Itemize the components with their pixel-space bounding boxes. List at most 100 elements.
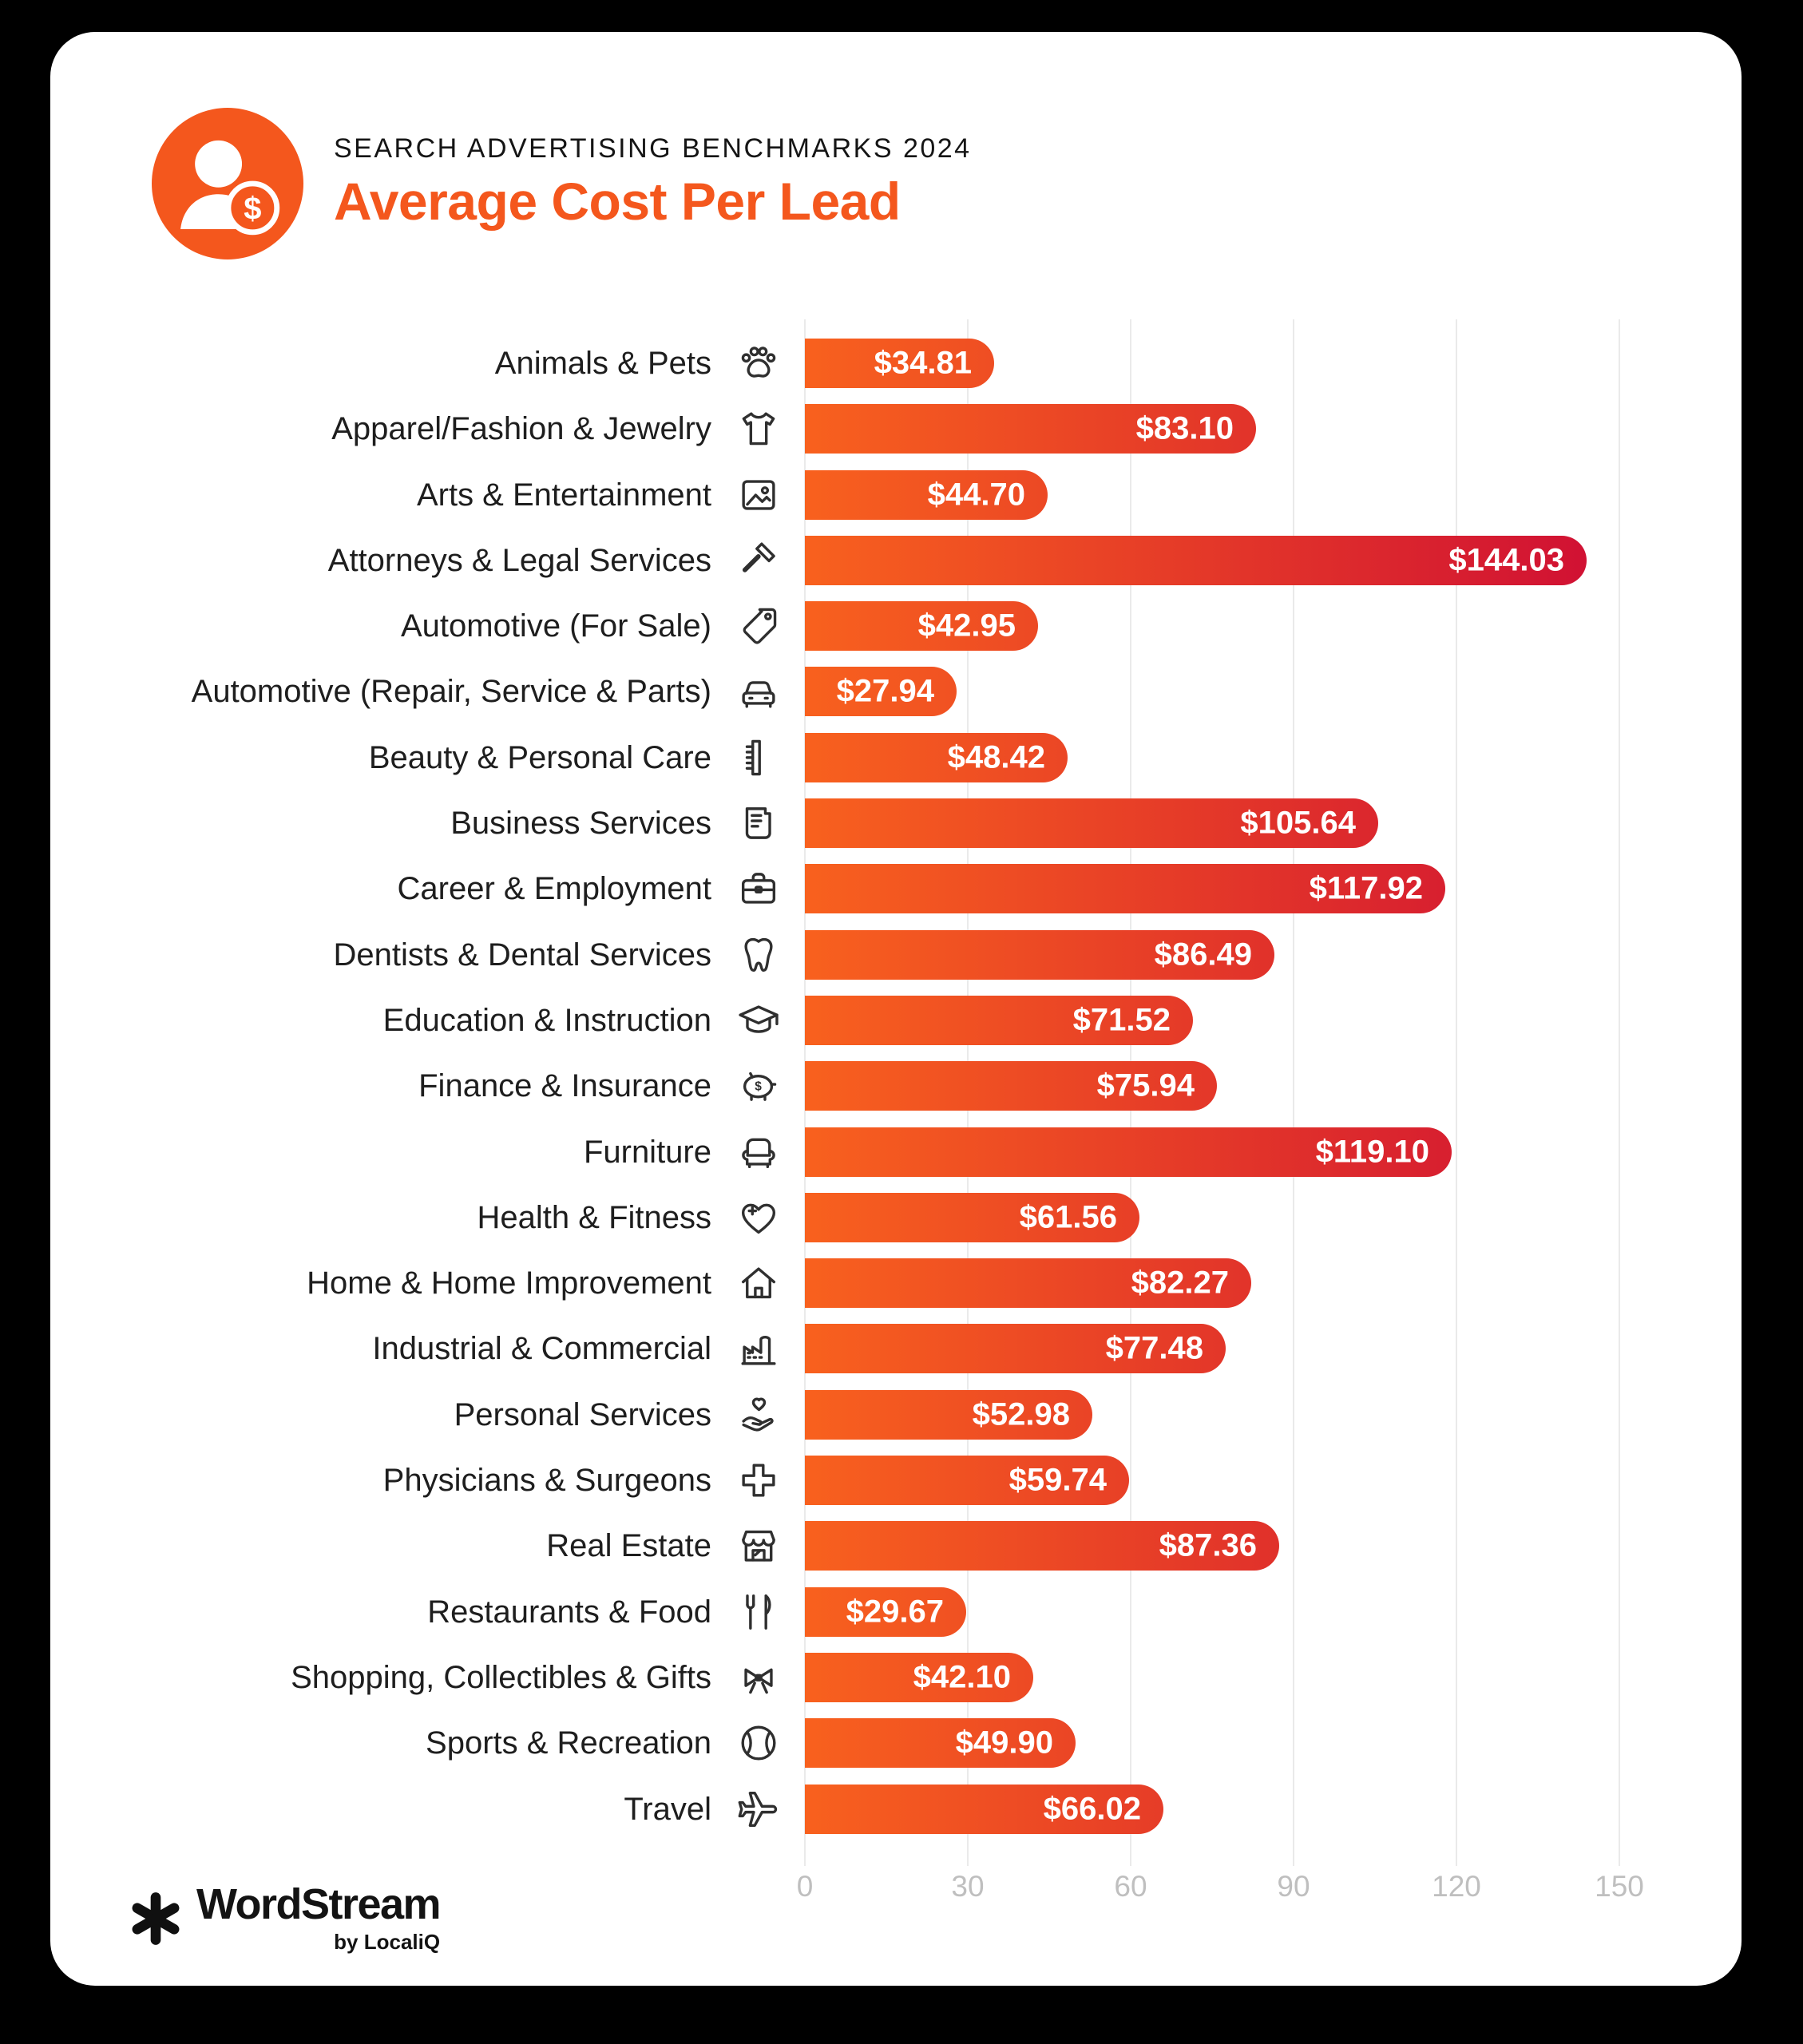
chart-row: Apparel/Fashion & Jewelry $83.10: [50, 404, 1742, 454]
bar-track: $117.92: [805, 864, 1742, 914]
bar: $144.03: [805, 535, 1587, 585]
category-label: Physicians & Surgeons: [382, 1463, 711, 1499]
category-label: Apparel/Fashion & Jewelry: [331, 411, 711, 447]
value-label: $105.64: [1240, 805, 1356, 841]
paw-icon: [711, 340, 805, 386]
brand-name: WordStream: [196, 1880, 442, 1928]
bar: $42.95: [805, 601, 1038, 652]
bar: $87.36: [805, 1521, 1279, 1571]
chart-row: Furniture $119.10: [50, 1127, 1742, 1177]
category-label: Health & Fitness: [477, 1199, 711, 1235]
chart-row: Animals & Pets $34.81: [50, 339, 1742, 388]
page-title: Average Cost Per Lead: [334, 172, 901, 231]
bar-track: $27.94: [805, 667, 1742, 717]
value-label: $27.94: [836, 673, 934, 709]
x-tick-label: 150: [1595, 1870, 1644, 1903]
category-label: Finance & Insurance: [418, 1068, 711, 1104]
category-label: Shopping, Collectibles & Gifts: [291, 1659, 711, 1695]
fork-knife-icon: [711, 1589, 805, 1635]
category-label: Industrial & Commercial: [372, 1331, 711, 1367]
value-label: $49.90: [955, 1725, 1053, 1761]
value-label: $52.98: [972, 1396, 1070, 1432]
chart-row: Arts & Entertainment $44.70: [50, 469, 1742, 520]
bar-track: $83.10: [805, 404, 1742, 454]
airplane-icon: [711, 1786, 805, 1832]
bar-track: $75.94: [805, 1061, 1742, 1111]
hand-heart-icon: [711, 1392, 805, 1438]
x-tick-label: 30: [951, 1870, 985, 1903]
x-tick-label: 90: [1277, 1870, 1310, 1903]
bar-track: $105.64: [805, 798, 1742, 849]
bar-track: $86.49: [805, 929, 1742, 980]
category-label: Career & Employment: [397, 871, 711, 907]
briefcase-icon: [711, 866, 805, 912]
value-label: $71.52: [1072, 1002, 1171, 1038]
picture-icon: [711, 472, 805, 518]
category-label: Attorneys & Legal Services: [327, 542, 711, 578]
bar: $66.02: [805, 1784, 1163, 1834]
chart-row: Beauty & Personal Care $48.42: [50, 732, 1742, 782]
asterisk-scribble-icon: [126, 1889, 185, 1948]
comb-icon: [711, 735, 805, 781]
gavel-icon: [711, 537, 805, 584]
bar: $48.42: [805, 732, 1068, 782]
bar: $52.98: [805, 1389, 1092, 1440]
bar: $82.27: [805, 1258, 1251, 1309]
bar-track: $61.56: [805, 1192, 1742, 1242]
chart-row: Automotive (Repair, Service & Parts) $27…: [50, 667, 1742, 717]
factory-icon: [711, 1325, 805, 1372]
bar-track: $71.52: [805, 995, 1742, 1045]
bar: $61.56: [805, 1192, 1139, 1242]
category-label: Dentists & Dental Services: [333, 937, 711, 972]
value-label: $42.10: [913, 1659, 1011, 1695]
bar: $71.52: [805, 995, 1193, 1045]
bar-track: $119.10: [805, 1127, 1742, 1177]
bar-track: $52.98: [805, 1389, 1742, 1440]
value-label: $82.27: [1131, 1265, 1229, 1301]
brand-byline: by LocaliQ: [334, 1930, 441, 1954]
chart-row: Education & Instruction $71.52: [50, 995, 1742, 1045]
price-tag-icon: [711, 603, 805, 649]
chart-row: Industrial & Commercial $77.48: [50, 1324, 1742, 1374]
chart-row: Home & Home Improvement $82.27: [50, 1258, 1742, 1309]
value-label: $42.95: [917, 608, 1016, 644]
storefront-icon: [711, 1523, 805, 1569]
category-label: Real Estate: [546, 1528, 711, 1564]
value-label: $61.56: [1019, 1199, 1117, 1235]
house-icon: [711, 1260, 805, 1306]
bar-track: $49.90: [805, 1718, 1742, 1769]
bar-track: $42.10: [805, 1652, 1742, 1702]
category-label: Sports & Recreation: [426, 1725, 711, 1761]
bar: $77.48: [805, 1324, 1226, 1374]
person-dollar-icon: $: [152, 108, 303, 259]
category-label: Home & Home Improvement: [307, 1266, 711, 1301]
bar-track: $87.36: [805, 1521, 1742, 1571]
value-label: $66.02: [1043, 1791, 1141, 1827]
chart-row: Health & Fitness $61.56: [50, 1192, 1742, 1242]
armchair-icon: [711, 1129, 805, 1175]
x-tick-label: 60: [1114, 1870, 1147, 1903]
x-tick-label: 0: [796, 1870, 814, 1903]
x-tick-label: 120: [1432, 1870, 1481, 1903]
value-label: $34.81: [874, 345, 972, 381]
chart-row: Real Estate $87.36: [50, 1521, 1742, 1571]
category-label: Arts & Entertainment: [416, 477, 711, 513]
gift-bow-icon: [711, 1654, 805, 1701]
value-label: $75.94: [1096, 1068, 1195, 1103]
chart-row: Personal Services $52.98: [50, 1389, 1742, 1440]
x-axis: 0 30 60 90 120 150: [797, 1870, 1644, 1910]
chart-row: Physicians & Surgeons $59.74: [50, 1456, 1742, 1506]
value-label: $48.42: [947, 739, 1045, 775]
heart-plus-icon: [711, 1194, 805, 1241]
category-label: Restaurants & Food: [427, 1594, 711, 1630]
chart-row: Dentists & Dental Services $86.49: [50, 929, 1742, 980]
bar-track: $59.74: [805, 1456, 1742, 1506]
bar: $27.94: [805, 667, 957, 717]
category-label: Business Services: [450, 806, 711, 842]
chart-row: Business Services $105.64: [50, 798, 1742, 849]
category-label: Personal Services: [454, 1396, 711, 1432]
chart-row: Shopping, Collectibles & Gifts $42.10: [50, 1652, 1742, 1702]
bar: $29.67: [805, 1586, 966, 1637]
bar-track: $66.02: [805, 1784, 1742, 1834]
value-label: $29.67: [846, 1594, 944, 1630]
